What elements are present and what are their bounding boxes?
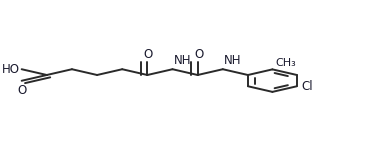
Text: O: O xyxy=(194,48,203,61)
Text: O: O xyxy=(144,48,153,61)
Text: NH: NH xyxy=(224,54,241,67)
Text: NH: NH xyxy=(174,54,191,67)
Text: O: O xyxy=(17,84,26,97)
Text: HO: HO xyxy=(2,63,20,76)
Text: Cl: Cl xyxy=(301,80,313,93)
Text: CH₃: CH₃ xyxy=(275,58,296,68)
